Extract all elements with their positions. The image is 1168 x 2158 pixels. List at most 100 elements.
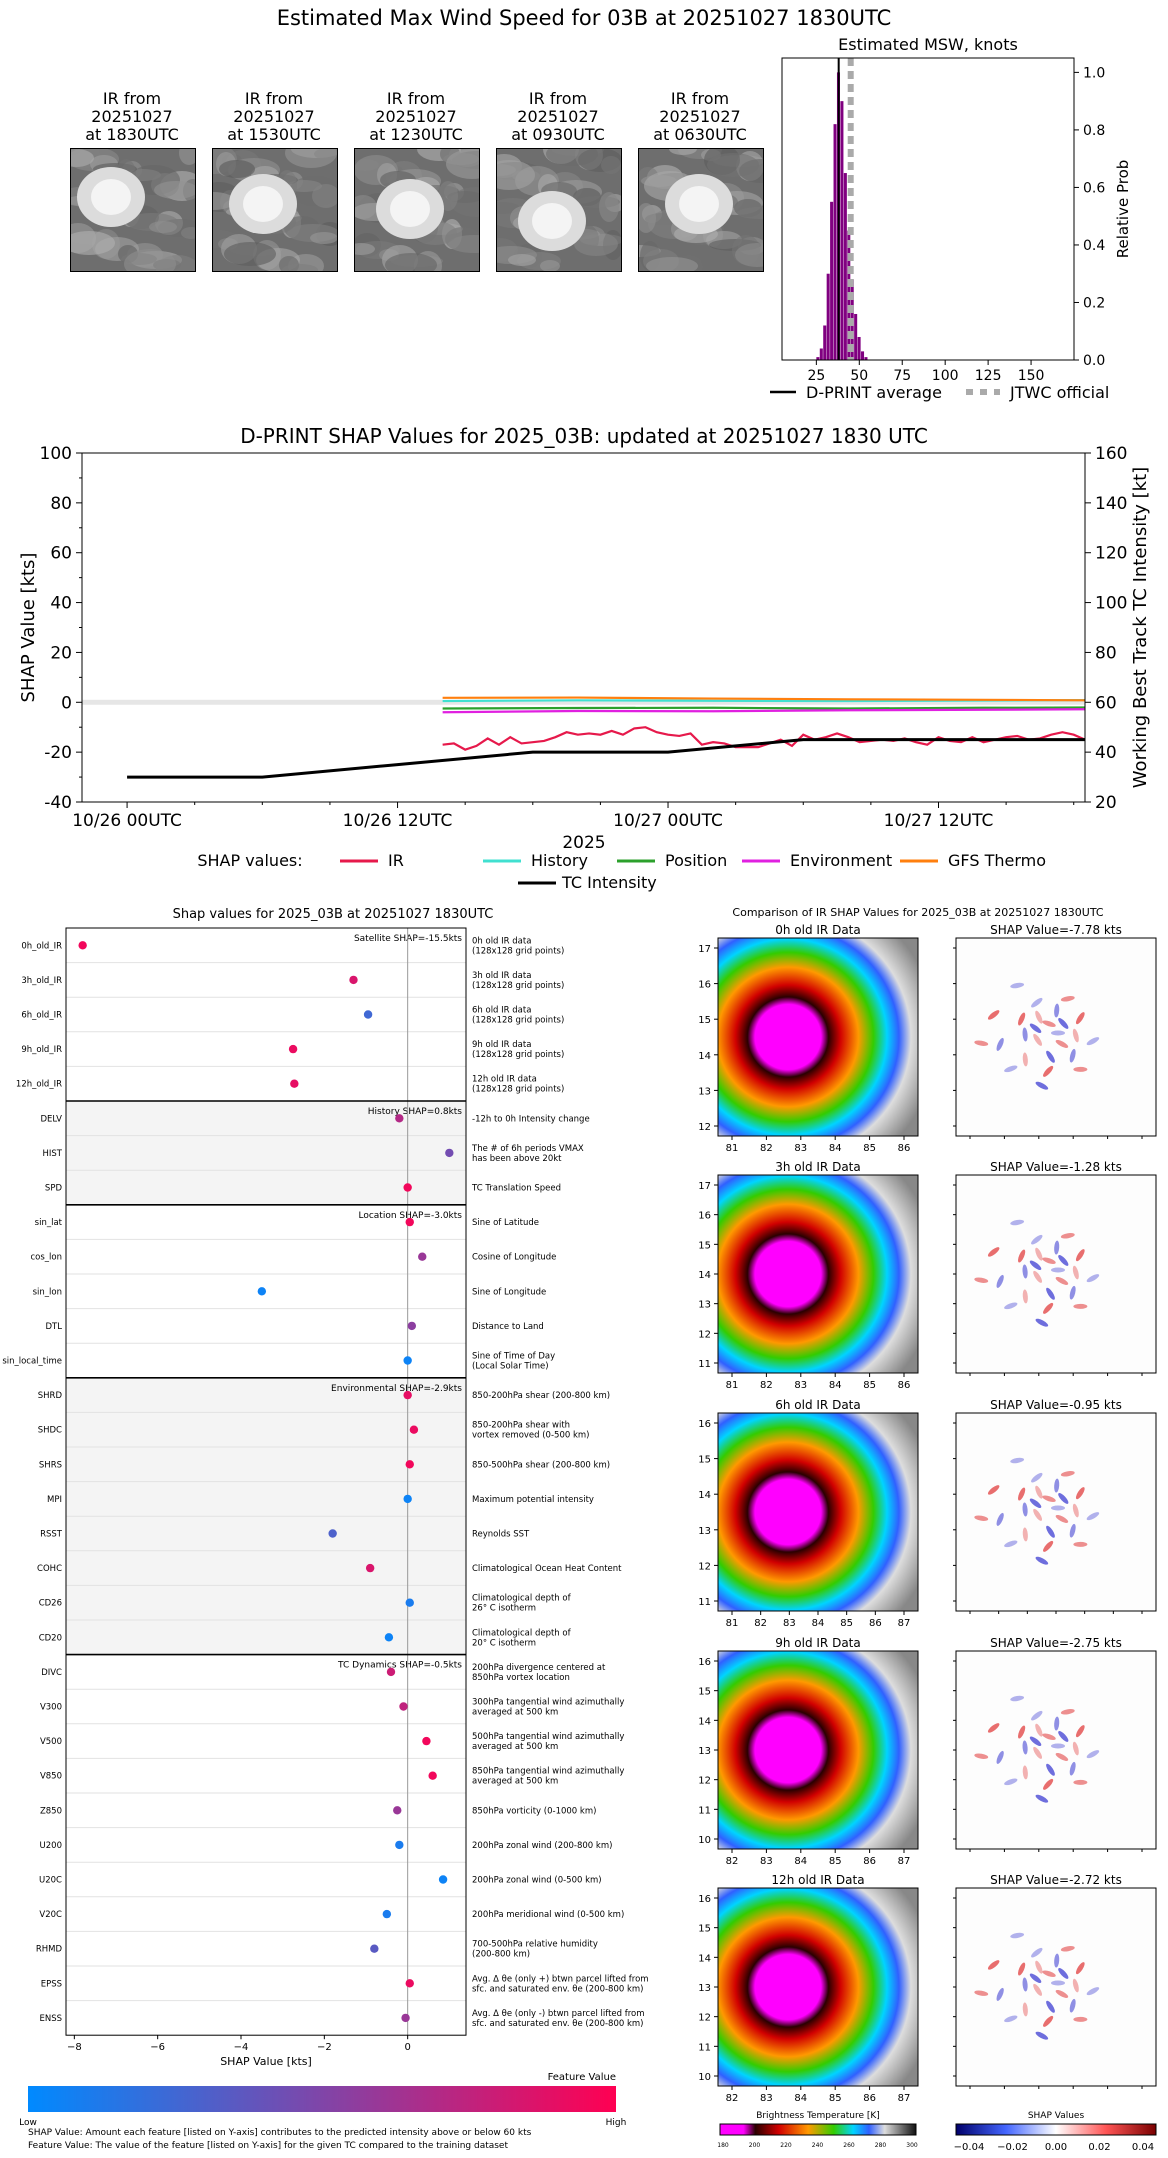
shap-structure [1072, 1503, 1079, 1518]
x-tick-label: 83 [760, 1856, 773, 1867]
y-tick-label: 10 [698, 2072, 711, 2083]
bt-tick-label: 280 [875, 2142, 887, 2149]
y-tick-label: 12 [698, 1776, 711, 1787]
series-line-gfs-thermo [442, 696, 1086, 702]
x-tick-label: 85 [840, 1618, 853, 1629]
feature-name: EPSS [41, 1979, 62, 1989]
ir-cloud [71, 149, 94, 167]
shap-structure [1055, 1514, 1069, 1523]
shap-structure [1075, 1725, 1085, 1738]
shap-structure [1022, 1502, 1028, 1517]
ir-cloud [385, 253, 437, 271]
shap-structure [1046, 1287, 1055, 1300]
legend-label: Environment [790, 851, 892, 870]
shap-structure [996, 1987, 1004, 2001]
feature-description: 300hPa tangential wind azimuthally [472, 1698, 624, 1708]
y-tick-label: 0.4 [1083, 238, 1105, 254]
ir-caption-line: at 1530UTC [227, 125, 321, 144]
shap-structure [1018, 1249, 1026, 1263]
feature-name: sin_local_time [2, 1357, 62, 1367]
shap-structure [1004, 1778, 1018, 1786]
bt-tick-label: 200 [749, 2142, 761, 2149]
y-tick-label: 16 [698, 980, 711, 991]
shap-structure [1010, 1932, 1025, 1939]
shap-structure [987, 1010, 1000, 1020]
y-tick-label: 16 [698, 1211, 711, 1222]
ir-panel [717, 1412, 919, 1612]
y-tick-label: 15 [698, 1924, 711, 1935]
shap-panel [955, 1887, 1157, 2087]
timeseries-title: D-PRINT SHAP Values for 2025_03B: update… [240, 424, 928, 448]
ir-caption-line: at 1230UTC [369, 125, 463, 144]
shap-structure [1018, 1487, 1026, 1501]
shap-panel [955, 1412, 1157, 1612]
y2-tick-label: 120 [1095, 544, 1127, 564]
histogram-bar [830, 201, 834, 360]
feature-point [405, 1460, 414, 1469]
shap-structure [987, 1723, 1000, 1733]
feature-point [328, 1529, 337, 1538]
feature-name: SHRD [38, 1391, 63, 1401]
legend-label: GFS Thermo [948, 851, 1046, 870]
shap-structure [1029, 1498, 1042, 1508]
feature-point [418, 1252, 427, 1261]
feature-point [438, 1875, 448, 1884]
ir-caption-4: IR from 20251027 at 0630UTC [630, 90, 770, 144]
x-axis-label: 2025 [562, 833, 605, 853]
feature-name: U200 [40, 1841, 62, 1851]
feature-description: Reynolds SST [472, 1530, 530, 1540]
legend-label: TC Intensity [561, 873, 657, 892]
shap-structure [1029, 1736, 1042, 1746]
ir-cloud [669, 149, 697, 155]
shap-structure [1031, 1234, 1043, 1245]
feature-name: 12h_old_IR [16, 1080, 62, 1090]
ir-cloud [154, 181, 195, 199]
feature-description: 850hPa vortex location [472, 1673, 570, 1683]
y-tick-label: 13 [698, 1300, 711, 1311]
shap-structure [1073, 1066, 1088, 1072]
shap-structure [1046, 2000, 1055, 2013]
y-tick-label: 12 [698, 1561, 711, 1572]
feature-name: cos_lon [30, 1253, 62, 1263]
shap-timeseries-chart: D-PRINT SHAP Values for 2025_03B: update… [18, 424, 1151, 892]
group-shap-note: Location SHAP=-3.0kts [358, 1211, 462, 1221]
feature-point [399, 1702, 408, 1711]
y-tick-label: 13 [698, 1526, 711, 1537]
y-tick-label: 10 [698, 1835, 711, 1846]
legend-title: SHAP values: [197, 851, 302, 870]
shap-structure [974, 1277, 989, 1283]
shap-structure [1035, 1318, 1049, 1327]
shap-structure [1043, 1065, 1054, 1077]
feature-name: SHRS [39, 1460, 62, 1470]
group-shap-note: TC Dynamics SHAP=-0.5kts [337, 1661, 462, 1671]
shap-structure [1046, 1763, 1055, 1776]
shap-structure [1022, 2002, 1028, 2017]
ir-cloud [446, 149, 479, 179]
feature-name: sin_lat [35, 1218, 63, 1228]
ir-caption-line: 20251027 [659, 107, 741, 126]
shap-tick-label: 0.00 [1045, 2142, 1067, 2153]
feature-point [365, 1563, 375, 1573]
y2-tick-label: 60 [1095, 693, 1117, 713]
y-tick-label: 14 [698, 1270, 711, 1281]
feature-description: 200hPa zonal wind (200-800 km) [472, 1841, 612, 1851]
feature-point [382, 1909, 392, 1919]
ir-panel-title: 12h old IR Data [771, 1873, 864, 1887]
ir-cloud [540, 260, 560, 271]
shap-structure [1035, 1960, 1043, 1974]
feature-description: 200hPa meridional wind (0-500 km) [472, 1910, 624, 1920]
shap-structure [1010, 1695, 1025, 1702]
feature-description: (128x128 grid points) [472, 981, 564, 991]
feature-description: Maximum potential intensity [472, 1495, 594, 1505]
x-tick-label: 82 [726, 1856, 739, 1867]
x-tick-label: 82 [754, 1618, 767, 1629]
ir-caption-2: IR from 20251027 at 1230UTC [346, 90, 486, 144]
y2-tick-label: 80 [1095, 643, 1117, 663]
ir-cloud [219, 160, 255, 178]
bt-colorbar [719, 2123, 917, 2136]
feature-description: Sine of Latitude [472, 1218, 539, 1228]
feature-name: 6h_old_IR [21, 1011, 62, 1021]
x-tick-label: 83 [794, 1143, 807, 1154]
shap-tick-label: 0.04 [1132, 2142, 1154, 2153]
shap-tick-label: −0.02 [997, 2142, 1028, 2153]
